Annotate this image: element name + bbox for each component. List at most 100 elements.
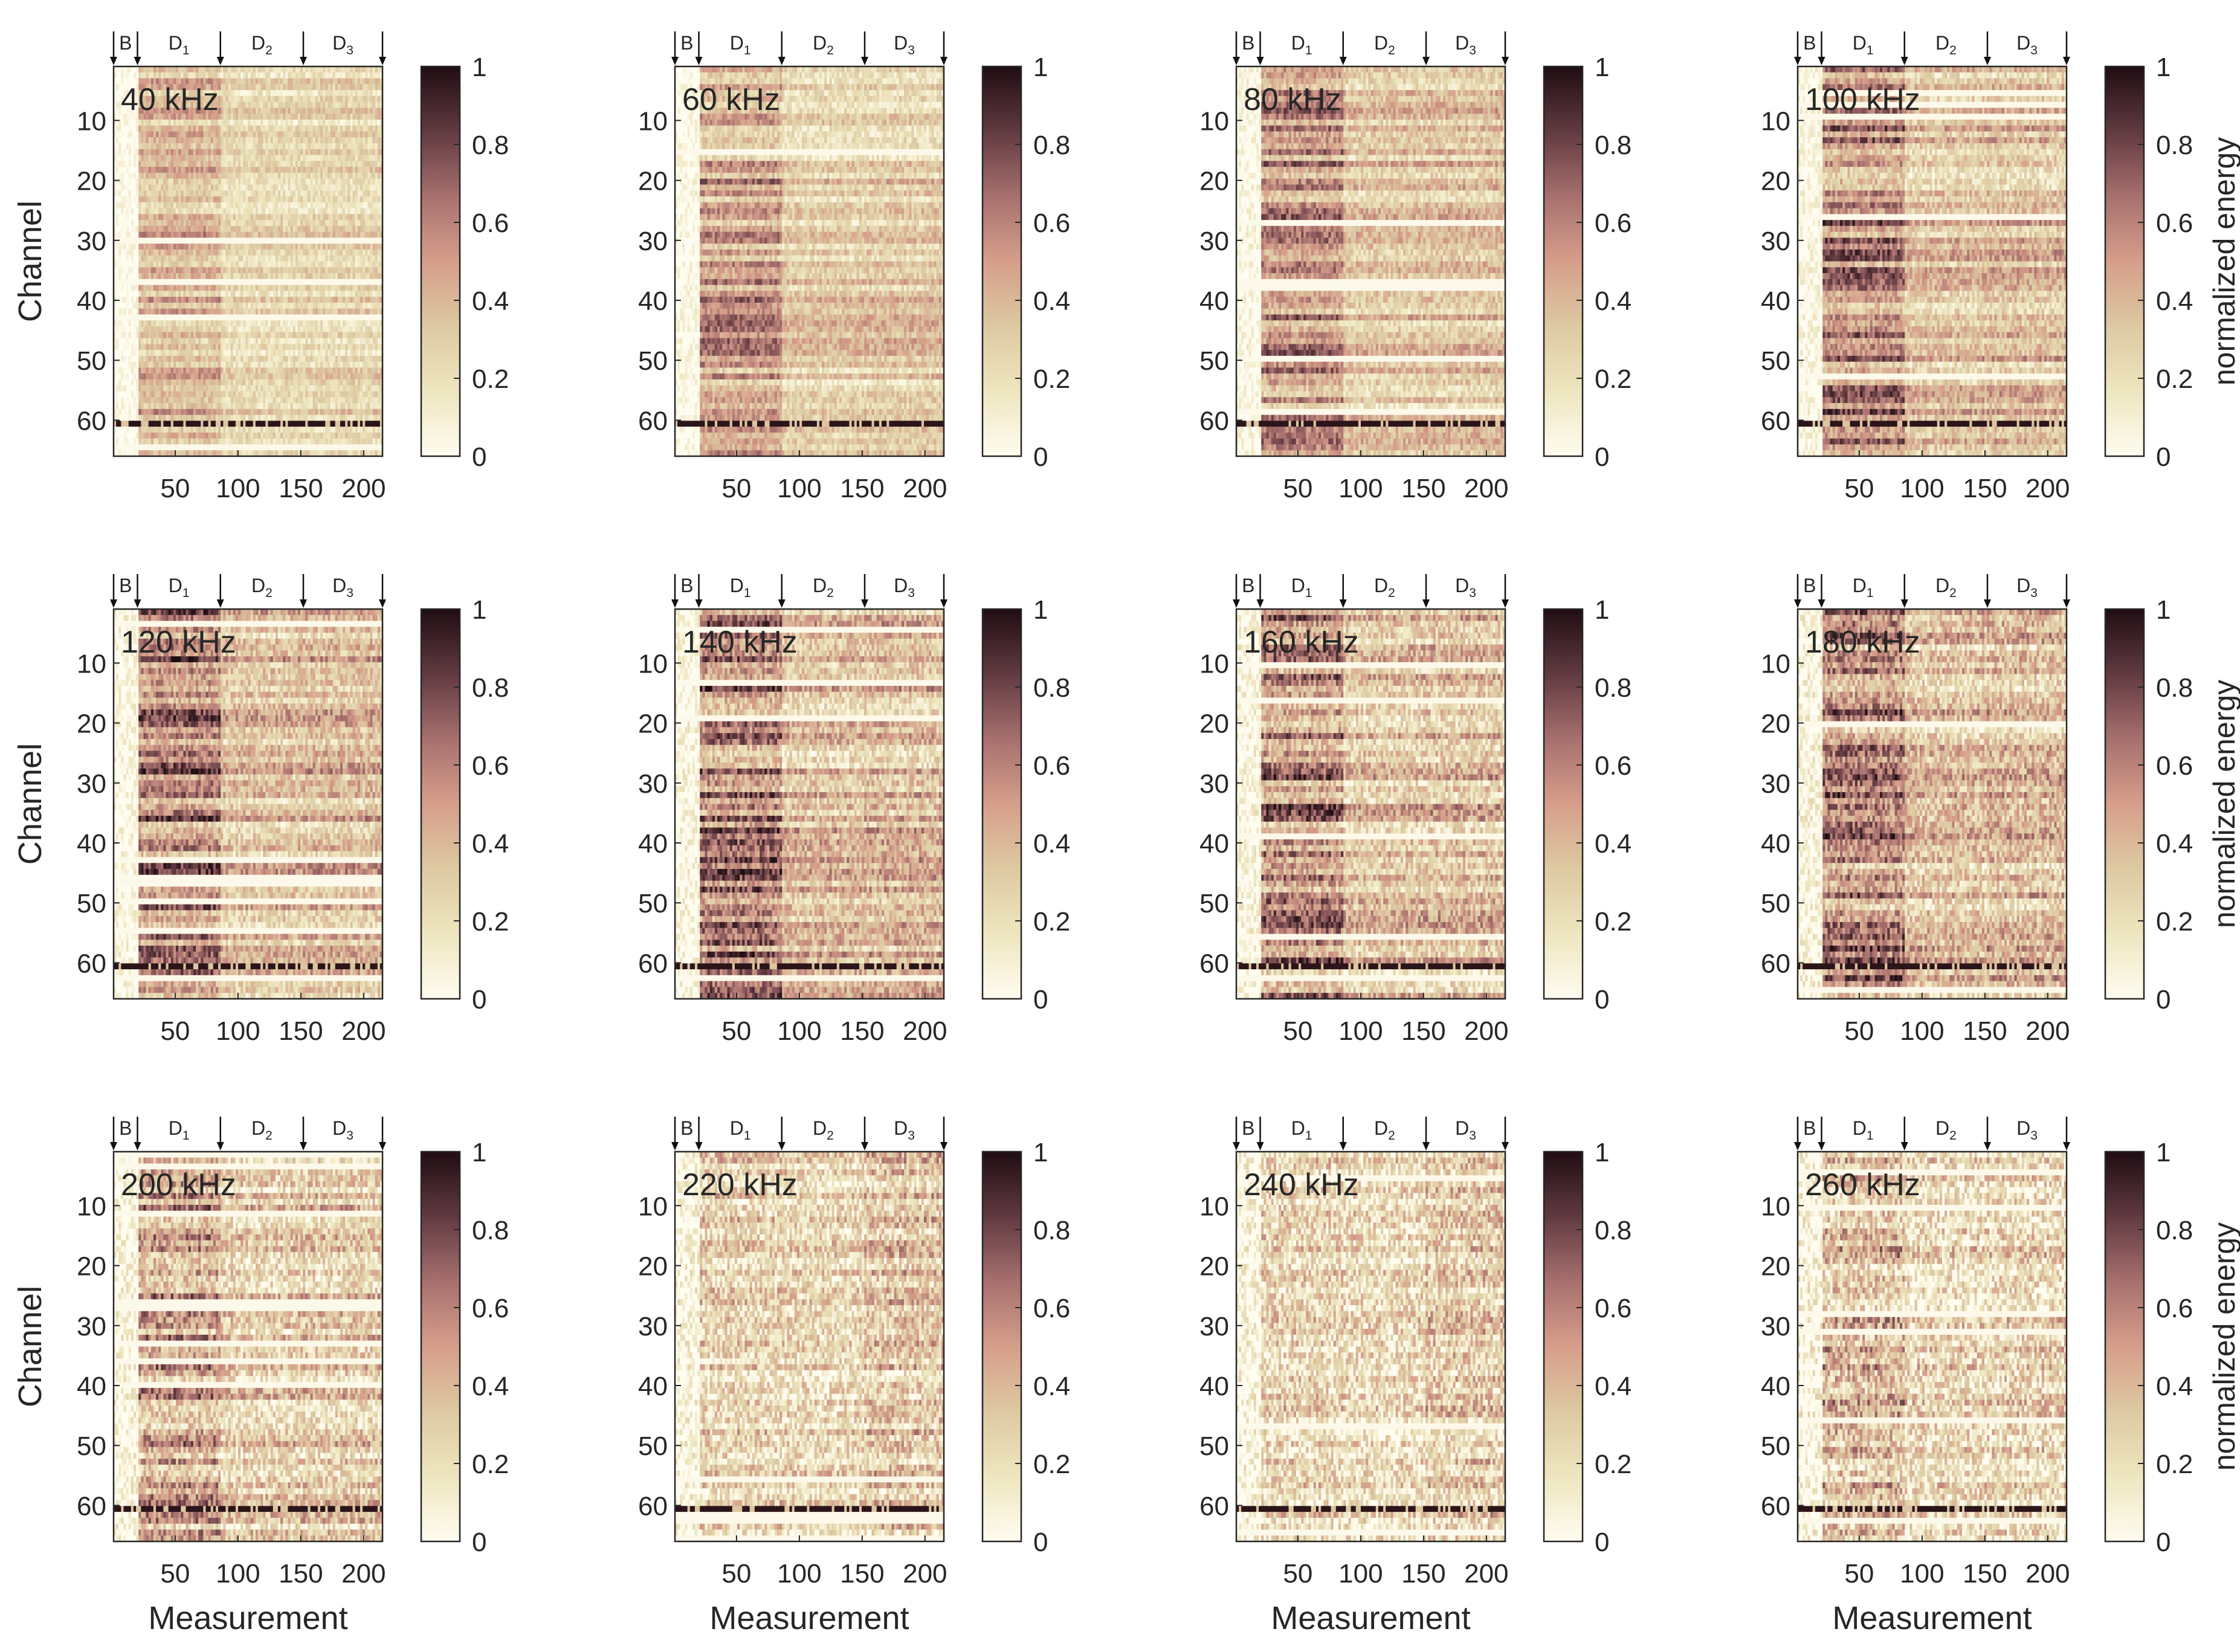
heatmap-cell xyxy=(118,73,121,79)
heatmap-cell xyxy=(367,73,370,79)
heatmap-cell xyxy=(245,73,248,79)
heatmap-cell xyxy=(373,84,376,90)
heatmap-cell xyxy=(300,79,303,85)
heatmap-cell xyxy=(205,73,208,79)
heatmap-cell xyxy=(156,73,159,79)
heatmap-cell xyxy=(228,66,231,73)
heatmap-cell xyxy=(303,66,306,73)
heatmap-cell xyxy=(149,73,152,79)
heatmap-cell xyxy=(141,66,144,73)
heatmap-cell xyxy=(350,79,353,85)
heatmap-cell xyxy=(223,66,226,73)
heatmap-cell xyxy=(328,66,331,73)
heatmap-cell xyxy=(201,73,204,79)
heatmap-cell xyxy=(263,73,266,79)
heatmap-cell xyxy=(268,84,271,90)
heatmap-cell xyxy=(335,66,338,73)
heatmap-cell xyxy=(186,66,189,73)
heatmap-cell xyxy=(260,73,263,79)
heatmap-cell xyxy=(367,66,370,73)
heatmap-cell xyxy=(233,84,236,90)
heatmap-cell xyxy=(205,66,208,73)
heatmap-cell xyxy=(183,66,186,73)
heatmap-cell xyxy=(243,84,246,90)
heatmap-cell xyxy=(330,66,333,73)
heatmap-cell xyxy=(253,73,256,79)
heatmap-cell xyxy=(343,73,346,79)
heatmap-cell xyxy=(233,73,236,79)
heatmap-cell xyxy=(320,84,323,90)
heatmap-cell xyxy=(320,79,323,85)
heatmap-cell xyxy=(305,73,308,79)
heatmap-cell xyxy=(203,73,206,79)
heatmap-cell xyxy=(198,66,201,73)
heatmap-cell xyxy=(360,84,363,90)
heatmap-cell xyxy=(208,66,211,73)
heatmap-cell xyxy=(308,79,311,85)
heatmap-cell xyxy=(134,73,137,79)
heatmap-cell xyxy=(134,66,137,73)
heatmap-cell xyxy=(213,73,216,79)
heatmap-cell xyxy=(158,66,161,73)
heatmap-cell xyxy=(288,73,291,79)
heatmap-cell xyxy=(178,73,181,79)
heatmap-cell xyxy=(288,84,291,90)
heatmap-cell xyxy=(278,73,281,79)
heatmap-cell xyxy=(285,79,288,85)
heatmap-cell xyxy=(171,66,174,73)
heatmap-cell xyxy=(335,73,338,79)
heatmap-cell xyxy=(347,84,350,90)
heatmap-cell xyxy=(350,66,353,73)
heatmap-cell xyxy=(315,66,318,73)
heatmap-cell xyxy=(225,66,228,73)
heatmap-cell xyxy=(280,79,283,85)
heatmap-cell xyxy=(236,73,239,79)
heatmap-cell xyxy=(251,84,254,90)
heatmap-cell xyxy=(240,79,244,85)
heatmap-cell xyxy=(325,73,328,79)
heatmap-cell xyxy=(323,66,326,73)
heatmap-cell xyxy=(367,79,370,85)
heatmap-cell xyxy=(256,73,259,79)
heatmap-cell xyxy=(358,79,361,85)
heatmap-cell xyxy=(303,84,306,90)
heatmap-cell xyxy=(343,79,346,85)
heatmap-cell xyxy=(146,66,149,73)
heatmap-cell xyxy=(223,79,226,85)
heatmap-cell xyxy=(191,66,194,73)
heatmap-cell xyxy=(291,79,294,85)
heatmap-cell xyxy=(323,84,326,90)
heatmap-cell xyxy=(375,73,378,79)
heatmap-cell xyxy=(345,73,348,79)
heatmap-cell xyxy=(323,79,326,85)
heatmap-cell xyxy=(161,73,164,79)
heatmap-cell xyxy=(141,73,144,79)
heatmap-cell xyxy=(363,73,366,79)
heatmap-cell xyxy=(181,73,184,79)
heatmap-cell xyxy=(248,84,251,90)
heatmap-cell xyxy=(325,66,328,73)
heatmap-cell xyxy=(280,73,283,79)
heatmap-cell xyxy=(315,79,318,85)
heatmap-cell xyxy=(285,84,288,90)
heatmap-cell xyxy=(231,79,234,85)
heatmap-cell xyxy=(271,73,274,79)
heatmap-cell xyxy=(196,73,199,79)
heatmap-cell xyxy=(295,79,299,85)
heatmap-cell xyxy=(238,84,241,90)
heatmap-cell xyxy=(283,73,286,79)
heatmap-cell xyxy=(315,84,318,90)
heatmap-cell xyxy=(236,66,239,73)
heatmap-cell xyxy=(345,79,348,85)
heatmap-cell xyxy=(300,66,303,73)
heatmap-cell xyxy=(131,73,134,79)
heatmap-cell xyxy=(340,73,343,79)
heatmap-cell xyxy=(171,73,174,79)
heatmap-cell xyxy=(353,79,356,85)
heatmap-cells xyxy=(114,66,383,457)
heatmap-cell xyxy=(245,84,248,90)
heatmap-cell xyxy=(256,79,259,85)
heatmap-cell xyxy=(318,84,321,90)
heatmap-cell xyxy=(253,79,256,85)
heatmap-cell xyxy=(268,79,271,85)
